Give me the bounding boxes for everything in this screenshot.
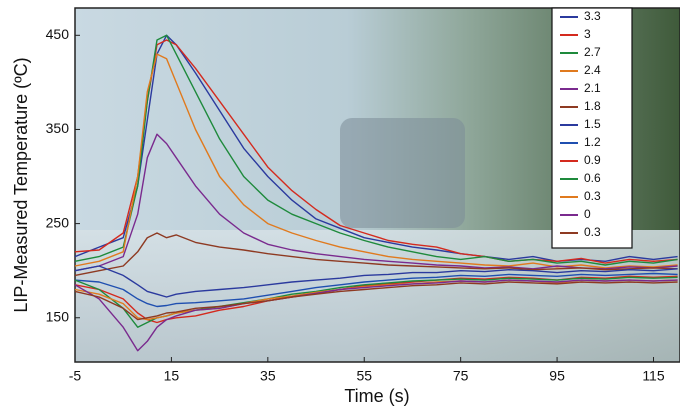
legend-label: 3.3 — [584, 9, 601, 23]
legend-label: 2.1 — [584, 81, 601, 95]
road — [75, 230, 680, 362]
series-line — [74, 279, 678, 352]
legend-label: 1.2 — [584, 135, 601, 149]
x-tick-label: 55 — [356, 368, 372, 384]
y-tick-label: 150 — [46, 308, 70, 324]
y-tick-label: 450 — [46, 26, 70, 42]
series-line — [74, 34, 678, 266]
y-tick-label: 350 — [46, 120, 70, 136]
x-tick-label: 95 — [549, 368, 565, 384]
x-tick-label: 115 — [642, 368, 665, 384]
legend-label: 2.7 — [584, 45, 601, 59]
x-tick-label: 15 — [164, 368, 180, 384]
series-line — [74, 133, 678, 272]
vehicle — [340, 118, 465, 228]
series-line — [74, 276, 678, 328]
legend-label: 0.3 — [584, 189, 601, 203]
legend: 3.3 3 2.7 2.4 2.1 1.8 1.5 1.2 0.9 0.6 0.3 0 0.3 — [551, 7, 633, 249]
y-axis-title: LIP-Measured Temperature (ºC) — [11, 57, 31, 312]
legend-label: 2.4 — [584, 63, 601, 77]
series-line — [74, 281, 678, 321]
x-tick-label: -5 — [69, 368, 82, 384]
series-line — [74, 265, 678, 298]
x-tick-label: 35 — [260, 368, 276, 384]
series-line — [74, 232, 678, 277]
y-tick-label: 250 — [46, 214, 70, 230]
x-axis-title: Time (s) — [344, 386, 409, 406]
legend-label: 0 — [584, 207, 591, 221]
legend-box — [551, 7, 633, 249]
legend-label: 3 — [584, 27, 591, 41]
legend-label: 1.8 — [584, 99, 601, 113]
legend-label: 0.6 — [584, 171, 601, 185]
plot-frame — [74, 7, 680, 363]
legend-label: 0.9 — [584, 153, 601, 167]
x-tick-label: 75 — [453, 368, 469, 384]
lines — [74, 34, 678, 352]
legend-label: 1.5 — [584, 117, 601, 131]
legend-label: 0.3 — [584, 225, 601, 239]
series-line — [74, 272, 678, 308]
